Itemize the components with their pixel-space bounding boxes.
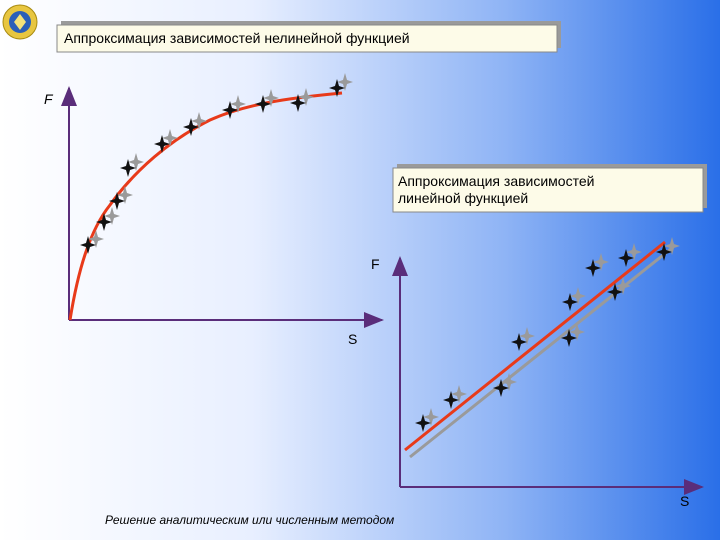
marker <box>656 243 672 261</box>
right-title-line: линейной функцией <box>398 190 528 206</box>
marker-shadow <box>104 207 120 225</box>
marker-shadow <box>298 88 314 106</box>
fit-line <box>404 240 666 452</box>
marker <box>562 293 578 311</box>
marker-shadow <box>423 408 439 426</box>
marker-shadow <box>263 89 279 107</box>
marker <box>222 101 238 119</box>
marker-shadow <box>230 95 246 113</box>
right-title-line: Аппроксимация зависимостей <box>398 173 594 189</box>
marker <box>120 159 136 177</box>
marker-shadow <box>162 129 178 147</box>
marker <box>585 259 601 277</box>
marker-shadow <box>501 373 517 391</box>
y-label: F <box>44 91 54 107</box>
marker <box>607 283 623 301</box>
marker <box>618 249 634 267</box>
marker <box>329 79 345 97</box>
marker-shadow <box>664 237 680 255</box>
marker <box>255 95 271 113</box>
markers <box>80 73 680 432</box>
left-title: Аппроксимация зависимостей нелинейной фу… <box>64 30 410 46</box>
marker-shadow <box>570 287 586 305</box>
x-label: S <box>680 493 689 509</box>
x-label: S <box>348 331 357 347</box>
footer: Решение аналитическим или численным мето… <box>105 513 394 527</box>
fit-curve <box>68 91 343 321</box>
marker <box>493 379 509 397</box>
fit-line-shadow <box>409 246 673 459</box>
marker-shadow <box>451 385 467 403</box>
marker-shadow <box>615 277 631 295</box>
marker-shadow <box>191 112 207 130</box>
title-box <box>56 24 558 53</box>
marker-shadow <box>88 230 104 248</box>
marker-shadow <box>569 323 585 341</box>
y-label: F <box>371 256 380 272</box>
marker <box>561 329 577 347</box>
marker <box>154 135 170 153</box>
marker <box>290 94 306 112</box>
marker-shadow <box>337 73 353 91</box>
marker-shadow <box>519 327 535 345</box>
title-box <box>392 167 704 213</box>
marker <box>511 333 527 351</box>
marker <box>109 192 125 210</box>
marker <box>443 391 459 409</box>
marker <box>96 213 112 231</box>
marker-shadow <box>117 186 133 204</box>
marker <box>183 118 199 136</box>
logo <box>2 4 38 40</box>
marker-shadow <box>626 243 642 261</box>
marker <box>415 414 431 432</box>
marker-shadow <box>128 153 144 171</box>
marker-shadow <box>593 253 609 271</box>
marker <box>80 236 96 254</box>
